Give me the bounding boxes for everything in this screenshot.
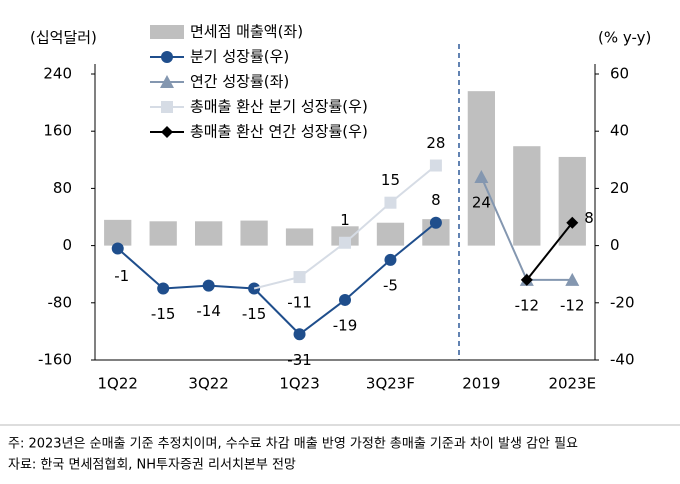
data-label: 8 <box>584 209 594 227</box>
y-tick-label: 80 <box>53 179 72 197</box>
legend-label: 분기 성장률(우) <box>190 48 289 66</box>
x-tick-label: 1Q22 <box>98 375 138 393</box>
data-label: 8 <box>431 191 441 209</box>
marker <box>339 293 351 306</box>
legend-marker <box>161 51 173 63</box>
marker <box>293 328 306 341</box>
data-label: -12 <box>515 296 540 314</box>
legend-marker <box>161 101 173 113</box>
data-label: -19 <box>333 316 358 334</box>
marker <box>565 272 580 286</box>
y-axis-label: (십억달러) <box>30 29 97 47</box>
y2-axis-label: (% y-y) <box>598 29 651 47</box>
bar <box>285 228 314 246</box>
bar <box>513 146 541 246</box>
data-label: 1 <box>340 211 350 229</box>
legend-label: 총매출 환산 연간 성장률(우) <box>190 123 368 141</box>
x-tick-label: 3Q22 <box>188 375 228 393</box>
legend-label: 연간 성장률(좌) <box>190 73 289 91</box>
marker <box>384 196 397 209</box>
data-label: -11 <box>287 294 312 312</box>
bar <box>104 219 132 246</box>
marker <box>474 169 489 183</box>
note: 주: 2023년은 순매출 기준 추정치이며, 수수료 차감 매출 반영 가정한… <box>8 437 578 452</box>
data-label: -15 <box>151 305 176 323</box>
marker <box>202 279 215 292</box>
line <box>117 221 437 336</box>
bar <box>240 220 268 246</box>
y-tick-label: -160 <box>38 351 72 369</box>
data-label: -15 <box>242 305 267 323</box>
bar <box>195 221 223 246</box>
marker <box>566 216 579 229</box>
x-tick-label: 1Q23 <box>279 375 319 393</box>
legend-label: 총매출 환산 분기 성장률(우) <box>190 98 368 116</box>
marker <box>384 253 397 266</box>
marker <box>520 273 533 286</box>
bar <box>331 226 359 246</box>
x-tick-label: 2023E <box>548 375 596 393</box>
y-tick-label: -80 <box>48 293 73 311</box>
bar <box>467 91 495 246</box>
data-label: 28 <box>426 134 445 152</box>
bar <box>558 156 586 246</box>
data-label: 24 <box>472 193 491 211</box>
y-tick-label: 160 <box>43 122 72 140</box>
bar <box>376 222 405 246</box>
marker <box>293 271 306 284</box>
x-tick-label: 3Q23F <box>366 375 415 393</box>
source: 자료: 한국 면세점협회, NH투자증권 리서치본부 전망 <box>8 458 296 473</box>
data-label: -5 <box>383 276 398 294</box>
legend-label: 면세점 매출액(좌) <box>190 23 303 41</box>
y2-tick-label: -40 <box>610 351 635 369</box>
y2-tick-label: -20 <box>610 293 635 311</box>
data-label: -12 <box>560 296 585 314</box>
marker <box>429 216 442 229</box>
marker <box>157 282 170 295</box>
legend-swatch <box>150 25 184 39</box>
line <box>526 222 574 281</box>
y2-tick-label: 40 <box>610 122 629 140</box>
marker <box>429 159 442 172</box>
y2-tick-label: 20 <box>610 179 629 197</box>
data-label: -1 <box>114 267 129 285</box>
marker <box>111 242 124 255</box>
legend-marker <box>160 75 174 88</box>
data-label: -14 <box>196 302 221 320</box>
data-label: 15 <box>381 171 400 189</box>
y2-tick-label: 60 <box>610 65 629 83</box>
bar <box>149 221 177 246</box>
y-tick-label: 0 <box>62 236 72 254</box>
marker <box>339 236 351 249</box>
data-label: -31 <box>287 351 312 369</box>
y-tick-label: 240 <box>43 65 72 83</box>
legend-marker <box>161 126 173 138</box>
y2-tick-label: 0 <box>610 236 620 254</box>
x-tick-label: 2019 <box>462 375 500 393</box>
